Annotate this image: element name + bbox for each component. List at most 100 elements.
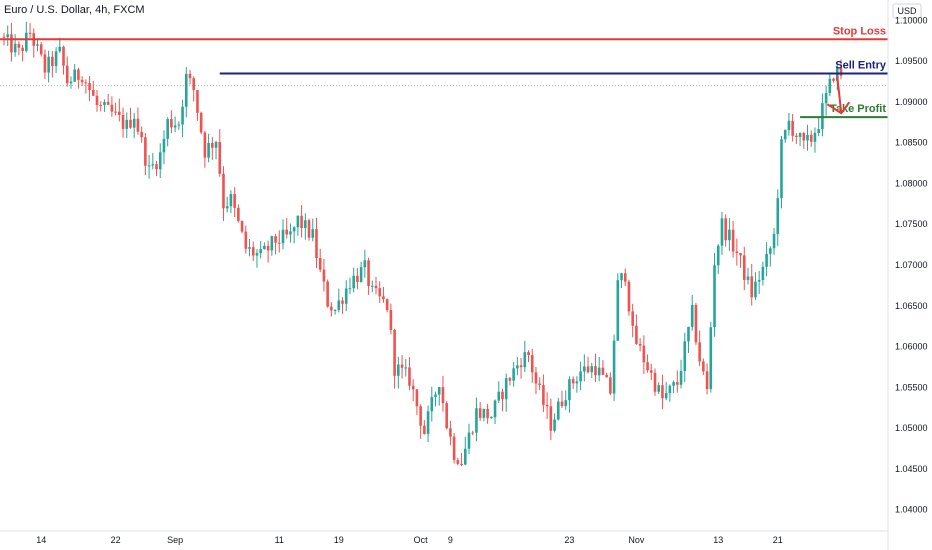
candle-body (478, 408, 482, 418)
y-tick-label: 1.08500 (895, 138, 928, 148)
candle-body (88, 83, 91, 91)
candle-body (348, 288, 352, 290)
candle-body (798, 133, 802, 137)
x-tick-label: 14 (36, 535, 46, 545)
candle-body (408, 367, 411, 386)
candle-body (705, 371, 709, 390)
candle-body (832, 78, 835, 81)
candle-body (274, 236, 277, 243)
candle-body (311, 229, 315, 238)
x-tick-label: 13 (713, 535, 723, 545)
candle-body (579, 371, 582, 382)
candle-body (218, 141, 222, 174)
candle-body (605, 374, 608, 378)
candle-body (43, 54, 47, 73)
candle-body (385, 299, 389, 311)
candle-body (54, 51, 58, 67)
candle-body (136, 118, 140, 132)
candle-body (538, 383, 541, 386)
candle-body (616, 280, 620, 341)
candle-body (430, 397, 434, 412)
candle-body (795, 135, 798, 137)
candle-body (289, 231, 292, 235)
candle-body (196, 90, 199, 113)
candle-body (720, 218, 724, 246)
candle-body (404, 367, 408, 369)
candle-body (13, 43, 17, 53)
candle-body (545, 404, 549, 407)
y-tick-label: 1.10000 (895, 15, 928, 25)
candle-body (132, 118, 136, 128)
candle-body (702, 361, 705, 372)
candle-body (259, 249, 262, 254)
x-tick-label: 22 (111, 535, 121, 545)
candle-body (17, 43, 21, 48)
candle-body (664, 393, 668, 399)
candle-body (728, 229, 731, 241)
candle-body (144, 137, 147, 166)
candle-body (155, 164, 158, 170)
y-tick-label: 1.06500 (895, 301, 928, 311)
candle-body (839, 68, 843, 76)
candle-body (642, 345, 646, 363)
candle-body (91, 90, 95, 96)
y-tick-label: 1.07500 (895, 219, 928, 229)
candle-body (363, 260, 367, 268)
price-axis-panel[interactable] (888, 0, 932, 550)
candle-body (199, 112, 203, 133)
candle-body (746, 276, 750, 280)
candle-body (653, 372, 657, 392)
candle-body (612, 340, 616, 394)
candle-body (501, 391, 504, 400)
candle-body (270, 236, 274, 251)
candle-body (77, 69, 80, 80)
candle-body (508, 378, 512, 381)
currency-box[interactable] (892, 3, 922, 19)
x-tick-label: 11 (275, 535, 284, 545)
candle-body (780, 139, 783, 199)
candle-body (188, 73, 192, 79)
candle-body (631, 311, 634, 326)
candle-body (121, 115, 125, 129)
candle-body (6, 34, 10, 38)
candle-body (620, 273, 623, 281)
candle-body (649, 370, 653, 373)
candle-body (110, 104, 114, 112)
candle-body (627, 281, 631, 312)
candle-body (676, 382, 679, 385)
candle-body (207, 142, 210, 158)
chart-title: Euro / U.S. Dollar, 4h, FXCM (4, 4, 145, 16)
candle-body (315, 229, 318, 258)
candle-body (783, 130, 787, 140)
candle-body (28, 32, 32, 34)
candle-body (456, 460, 460, 464)
candle-body (337, 300, 341, 310)
candle-body (590, 366, 594, 373)
candle-body (411, 385, 415, 390)
candle-body (735, 251, 739, 254)
candle-body (776, 198, 780, 235)
candle-body (225, 206, 229, 209)
candle-body (687, 326, 690, 342)
candle-body (318, 257, 322, 270)
candle-body (571, 379, 575, 384)
candle-body (813, 133, 817, 142)
candle-body (237, 207, 240, 221)
candle-body (482, 408, 486, 418)
candle-body (575, 381, 579, 384)
candle-body (281, 229, 285, 244)
candle-body (742, 255, 746, 280)
x-tick-label: Sep (167, 535, 183, 545)
candle-body (583, 366, 586, 372)
candle-body (69, 81, 73, 84)
candle-body (296, 215, 300, 228)
candle-body (233, 194, 236, 208)
candle-body (765, 253, 768, 267)
candle-body (471, 432, 475, 434)
candle-body (95, 95, 99, 106)
candle-body (80, 79, 84, 83)
y-tick-label: 1.06000 (895, 342, 928, 352)
candle-body (512, 368, 515, 381)
candle-body (542, 385, 545, 405)
